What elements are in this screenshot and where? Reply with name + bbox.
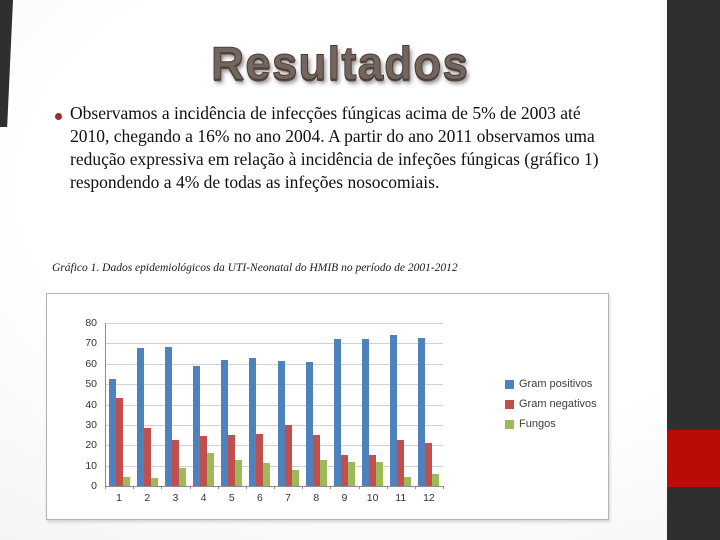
chart-caption: Gráfico 1. Dados epidemiológicos da UTI-… — [52, 262, 458, 274]
legend-label: Gram positivos — [519, 378, 593, 390]
bar-gram-negativos — [312, 435, 320, 486]
x-axis-label: 8 — [313, 492, 320, 504]
x-axis-label: 11 — [395, 492, 407, 504]
bullet-icon — [55, 113, 62, 120]
x-axis-tick — [217, 486, 219, 489]
bar-gram-negativos — [425, 443, 433, 486]
y-axis-label: 30 — [85, 418, 97, 431]
bar-gram-negativos — [115, 398, 123, 486]
bar-gram-positivos — [305, 361, 313, 486]
y-axis-line — [105, 323, 106, 486]
legend-label: Fungos — [519, 418, 556, 430]
y-axis-label: 70 — [85, 337, 97, 350]
legend-swatch-icon — [505, 419, 514, 429]
slide-title: Resultados — [211, 37, 469, 90]
x-axis-label: 2 — [144, 492, 151, 504]
x-axis-tick — [330, 486, 332, 489]
x-axis-tick — [161, 486, 163, 489]
gridline — [105, 384, 443, 386]
x-axis-label: 5 — [228, 492, 235, 504]
bar-gram-positivos — [333, 339, 341, 486]
gridline — [105, 343, 443, 345]
bar-gram-positivos — [136, 348, 144, 486]
x-axis-tick — [443, 486, 444, 489]
x-axis-tick — [245, 486, 247, 489]
bar-gram-positivos — [108, 379, 116, 486]
y-axis-label: 0 — [91, 480, 97, 492]
gridline — [105, 465, 443, 467]
x-axis-tick — [105, 486, 106, 489]
x-axis-tick — [386, 486, 388, 489]
x-axis-label: 7 — [285, 492, 291, 504]
x-axis-label: 10 — [366, 492, 379, 504]
bar-gram-negativos — [228, 435, 236, 486]
gridline — [105, 363, 443, 365]
y-axis-label: 50 — [85, 378, 97, 391]
bar-fungos — [376, 461, 384, 486]
bar-fungos — [122, 476, 130, 486]
bar-gram-positivos — [221, 359, 229, 486]
legend-swatch-icon — [505, 379, 514, 389]
bar-gram-positivos — [362, 339, 370, 486]
y-axis-label: 40 — [85, 398, 97, 411]
bar-fungos — [150, 477, 158, 486]
legend-swatch-icon — [505, 399, 514, 409]
gridline — [105, 323, 443, 324]
bar-gram-positivos — [277, 360, 285, 486]
bar-gram-negativos — [256, 434, 264, 486]
chart: 0 10 20 30 40 50 60 70 80 1 2 3 4 5 6 7 8 9 10 11 12 Gram pos… — [46, 293, 609, 520]
bar-fungos — [207, 453, 215, 486]
chart-legend: Gram positivos Gram negativos Fungos — [505, 378, 597, 438]
gridline — [105, 404, 443, 406]
x-axis-label: 12 — [423, 492, 435, 504]
bar-gram-negativos — [200, 436, 208, 486]
red-accent-square — [667, 430, 720, 487]
x-axis-label: 1 — [116, 492, 122, 504]
bar-gram-negativos — [369, 455, 377, 486]
legend-label: Gram negativos — [519, 398, 597, 410]
y-axis-label: 80 — [85, 317, 97, 329]
gridline — [105, 445, 443, 447]
x-axis-tick — [133, 486, 135, 489]
x-axis-label: 9 — [341, 492, 348, 504]
bar-gram-negativos — [143, 427, 151, 486]
bar-fungos — [178, 467, 186, 486]
x-axis-tick — [358, 486, 360, 489]
bar-fungos — [347, 461, 355, 486]
x-axis-label: 6 — [256, 492, 263, 504]
bar-fungos — [235, 459, 243, 486]
legend-item: Gram positivos — [505, 378, 597, 390]
y-axis-label: 60 — [85, 357, 97, 370]
x-axis-tick — [189, 486, 191, 489]
x-axis-tick — [274, 486, 275, 489]
bullet-text: Observamos a incidência de infecções fún… — [70, 103, 599, 192]
gridline — [105, 424, 443, 426]
bar-gram-negativos — [340, 455, 348, 486]
bar-fungos — [263, 462, 271, 486]
bar-gram-positivos — [164, 347, 172, 486]
bar-fungos — [404, 476, 412, 486]
bar-gram-positivos — [418, 338, 426, 486]
x-axis-label: 4 — [200, 492, 207, 504]
legend-item: Gram negativos — [505, 398, 597, 410]
bar-fungos — [291, 469, 299, 486]
bar-fungos — [319, 459, 327, 486]
bar-gram-negativos — [397, 440, 405, 486]
left-edge-bar — [0, 0, 13, 127]
bar-gram-positivos — [193, 365, 201, 486]
x-axis-tick — [414, 486, 416, 489]
bar-gram-negativos — [284, 424, 292, 486]
legend-item: Fungos — [505, 418, 597, 430]
x-axis-tick — [302, 486, 304, 489]
x-axis-label: 3 — [172, 492, 179, 504]
bar-gram-positivos — [249, 357, 257, 486]
y-axis-label: 10 — [85, 459, 97, 472]
y-axis-label: 20 — [85, 439, 97, 452]
bar-gram-positivos — [390, 335, 398, 486]
bar-fungos — [432, 473, 440, 486]
bar-gram-negativos — [171, 440, 179, 486]
